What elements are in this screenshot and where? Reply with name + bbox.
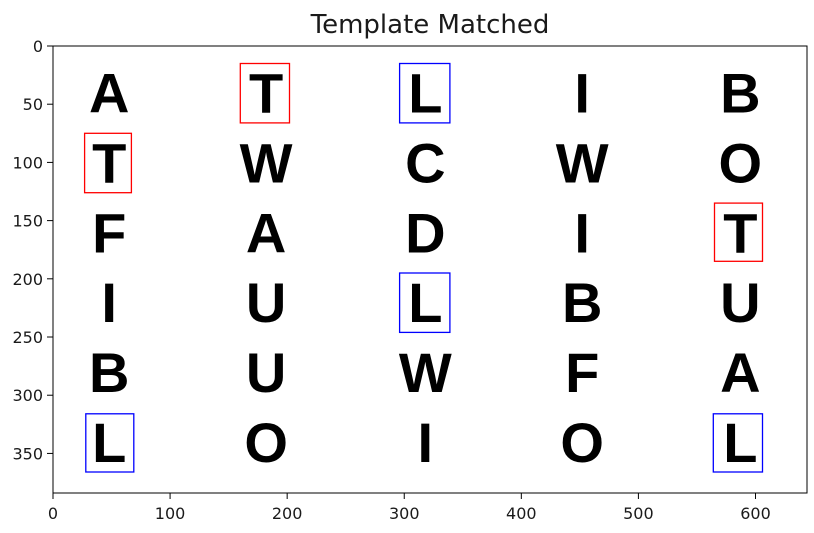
match-box-5 [85,413,135,473]
letter-4-1: U [246,341,286,404]
match-box-1 [398,62,451,124]
letter-5-4: L [723,411,757,474]
letter-4-4: A [720,341,760,404]
y-tick-label-50: 50 [23,95,43,114]
letter-0-0: A [89,62,129,125]
letter-4-0: B [89,341,129,404]
plot-area [52,45,808,494]
letter-5-1: O [244,411,288,474]
letter-1-1: W [240,131,293,194]
letter-5-2: I [418,411,434,474]
match-box-4 [398,272,451,334]
match-box-3 [713,202,764,262]
letter-0-1: T [249,62,283,125]
letter-4-2: W [399,341,452,404]
letter-grid: A T L I BT W C W OF A D I TI U L B UB U W F AL O I O L [89,62,762,474]
letter-3-4: U [720,271,760,334]
x-tick-label-300: 300 [389,504,420,523]
letter-1-2: C [405,131,445,194]
x-axis: 0 100 200 300 400 500 600 [48,493,771,523]
letter-1-4: O [719,131,763,194]
letter-2-3: I [574,201,590,264]
chart-title: Template Matched [310,10,550,40]
letter-2-1: A [246,201,286,264]
letter-3-1: U [246,271,286,334]
letter-0-3: I [574,62,590,125]
letter-5-0: L [92,411,126,474]
match-box-2 [83,132,133,194]
letter-2-4: T [723,201,757,264]
match-box-0 [239,62,291,124]
letter-1-3: W [556,131,609,194]
y-tick-label-200: 200 [12,270,43,289]
x-tick-label-0: 0 [48,504,58,523]
letter-5-3: O [560,411,604,474]
y-axis: 0 50 100 150 200 250 300 350 [12,37,53,463]
y-tick-label-100: 100 [12,153,43,172]
match-box-6 [712,413,764,473]
letter-2-2: D [405,201,445,264]
letter-3-0: I [101,271,117,334]
letter-3-2: L [408,271,442,334]
letter-3-3: B [562,271,602,334]
x-tick-label-400: 400 [506,504,537,523]
y-tick-label-250: 250 [12,328,43,347]
y-tick-label-0: 0 [33,37,43,56]
x-tick-label-100: 100 [155,504,186,523]
match-boxes [83,62,764,473]
x-tick-label-500: 500 [623,504,654,523]
letter-1-0: T [92,131,126,194]
letter-0-4: B [720,62,760,125]
x-tick-label-600: 600 [740,504,771,523]
y-tick-label-300: 300 [12,386,43,405]
y-tick-label-350: 350 [12,444,43,463]
y-tick-label-150: 150 [12,212,43,231]
letter-0-2: L [408,62,442,125]
letter-4-3: F [565,341,599,404]
letter-2-0: F [92,201,126,264]
x-tick-label-200: 200 [272,504,303,523]
